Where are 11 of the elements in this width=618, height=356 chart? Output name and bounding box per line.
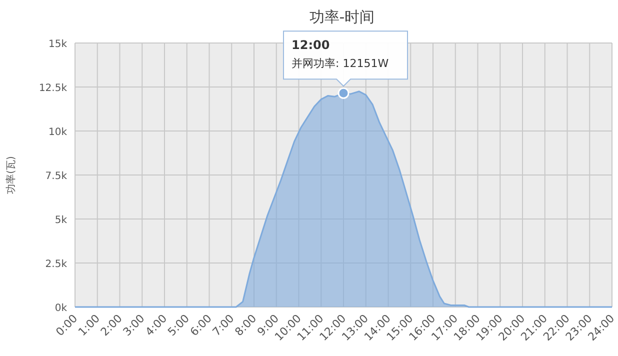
y-axis-title: 功率(瓦) — [5, 156, 17, 194]
y-tick-label: 7.5k — [45, 171, 68, 182]
annotation: 12:00 — [292, 38, 330, 52]
y-tick-label: 15k — [48, 39, 68, 50]
y-tick-label: 12.5k — [38, 83, 68, 94]
annotation: 并网功率: 12151W — [292, 57, 389, 70]
y-tick-label: 0k — [54, 303, 68, 314]
y-tick-label: 10k — [48, 127, 68, 138]
y-tick-label: 5k — [54, 215, 68, 226]
y-tick-label: 2.5k — [45, 259, 68, 270]
chart-title: 功率-时间 — [309, 8, 375, 26]
